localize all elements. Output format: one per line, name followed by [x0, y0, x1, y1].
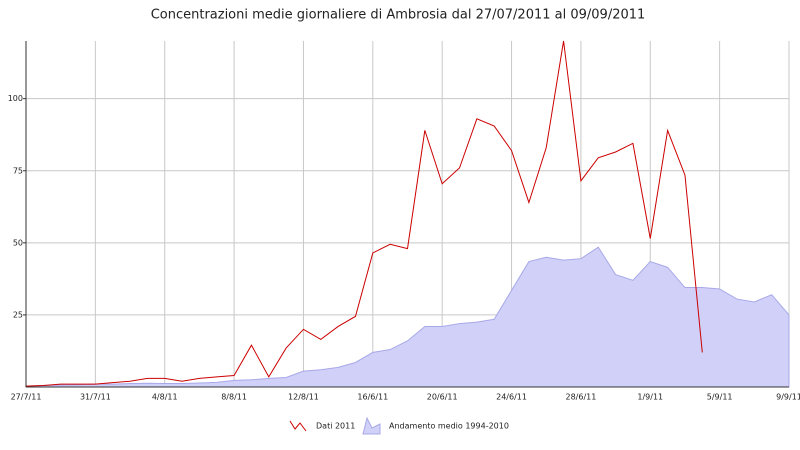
x-tick-label: 12/8/11: [288, 393, 319, 402]
x-tick-label: 8/8/11: [221, 393, 247, 402]
x-tick-label: 16/6/11: [357, 393, 388, 402]
legend-swatch: [289, 420, 307, 432]
legend-label: Dati 2011: [316, 422, 355, 431]
x-tick-label: 20/6/11: [427, 393, 458, 402]
line: [25, 40, 703, 387]
y-tick-label: 50: [13, 238, 23, 247]
x-tick-label: 1/9/11: [637, 393, 663, 402]
x-tick-label: 9/9/11: [776, 393, 800, 402]
x-tick-label: 5/9/11: [707, 393, 733, 402]
legend-label: Andamento medio 1994-2010: [389, 422, 509, 431]
chart-title: Concentrazioni medie giornaliere di Ambr…: [151, 8, 646, 23]
x-tick-label: 24/6/11: [496, 393, 527, 402]
x-tick-label: 28/6/11: [565, 393, 596, 402]
x-tick-label: 27/7/11: [11, 393, 42, 402]
y-tick-label: 75: [13, 166, 23, 175]
area: [25, 246, 790, 388]
legend-swatch: [362, 416, 381, 435]
x-tick-label: 31/7/11: [80, 393, 111, 402]
y-tick-label: 100: [8, 94, 23, 103]
y-tick-label: 25: [13, 310, 23, 319]
x-tick-label: 4/8/11: [152, 393, 178, 402]
